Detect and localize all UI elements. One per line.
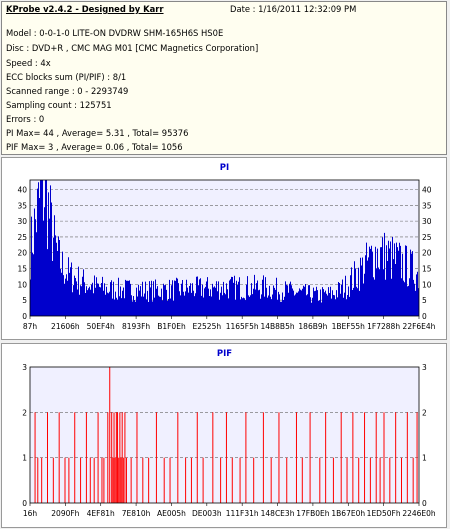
y-tick-label-right: 25 — [422, 233, 432, 242]
errors-line: Errors : 0 — [6, 114, 45, 124]
x-tick-label: 4EF81h — [87, 509, 115, 518]
y-tick-label-right: 0 — [422, 499, 427, 508]
speed-line: Speed : 4x — [6, 58, 51, 68]
x-tick-label: AE005h — [157, 509, 186, 518]
x-tick-label: 87h — [23, 322, 38, 331]
x-tick-label: 7E810h — [122, 509, 151, 518]
pif-summary-line: PIF Max= 3 , Average= 0.06 , Total= 1056 — [6, 142, 183, 152]
y-tick-label-right: 10 — [422, 280, 432, 289]
x-tick-label: B1F0Eh — [157, 322, 186, 331]
y-tick-label-right: 30 — [422, 217, 432, 226]
info-panel: KProbe v2.4.2 - Designed by Karr Date : … — [1, 1, 447, 155]
x-tick-label: 1BEF55h — [332, 322, 366, 331]
x-tick-label: 2090Fh — [51, 509, 79, 518]
x-tick-label: 2246E0h — [402, 509, 436, 518]
x-tick-label: 1ED50Fh — [367, 509, 401, 518]
ecc-line: ECC blocks sum (PI/PIF) : 8/1 — [6, 72, 127, 82]
x-tick-label: 22F6E4h — [403, 322, 436, 331]
sampling-line: Sampling count : 125751 — [6, 100, 112, 110]
x-tick-label: 148CE3h — [261, 509, 295, 518]
app-title: KProbe v2.4.2 - Designed by Karr — [6, 4, 164, 14]
x-tick-label: 1165F5h — [226, 322, 259, 331]
pi-chart: PI 0 0 5 5 10 10 15 15 20 20 25 25 30 30 35 35 40 40 87h 216… — [17, 163, 436, 331]
chart-title: PIF — [217, 349, 232, 359]
plot-frame — [29, 179, 420, 317]
x-tick-label: 16h — [23, 509, 38, 518]
pi-series — [30, 180, 419, 316]
y-tick-label: 0 — [22, 499, 27, 508]
plot-area — [30, 367, 419, 503]
pif-chart-panel: PIF 0 0 1 1 2 2 3 3 16h 2090Fh 4EF81h 7E810h AE005h DE… — [1, 343, 447, 528]
y-tick-label-right: 3 — [422, 363, 427, 372]
pif-chart: PIF 0 0 1 1 2 2 3 3 16h 2090Fh 4EF81h 7E810h AE005h DE… — [22, 349, 436, 518]
pi-summary-line: PI Max= 44 , Average= 5.31 , Total= 9537… — [6, 128, 189, 138]
y-tick-label-right: 20 — [422, 249, 432, 258]
model-line: Model : 0-0-1-0 LITE-ON DVDRW SHM-165H6S… — [6, 28, 224, 38]
y-tick-label: 40 — [17, 185, 27, 194]
y-tick-label: 25 — [17, 233, 27, 242]
y-tick-label: 3 — [22, 363, 27, 372]
plot-frame — [29, 366, 420, 504]
chart-title: PI — [220, 163, 229, 173]
y-tick-label-right: 2 — [422, 408, 427, 417]
y-tick-label: 2 — [22, 408, 27, 417]
x-tick-label: E2525h — [193, 322, 222, 331]
y-tick-label-right: 0 — [422, 312, 427, 321]
y-tick-label: 10 — [17, 280, 27, 289]
scan-date: Date : 1/16/2011 12:32:09 PM — [230, 4, 357, 14]
range-line: Scanned range : 0 - 2293749 — [6, 86, 129, 96]
x-tick-label: 8193Fh — [122, 322, 150, 331]
y-tick-label: 35 — [17, 201, 27, 210]
y-tick-label-right: 15 — [422, 265, 432, 274]
y-tick-label-right: 1 — [422, 454, 427, 463]
y-tick-label: 0 — [22, 312, 27, 321]
x-tick-label: 21606h — [51, 322, 80, 331]
x-tick-label: 1B67E0h — [331, 509, 365, 518]
x-tick-label: 17FB0Eh — [296, 509, 330, 518]
y-tick-label: 30 — [17, 217, 27, 226]
disc-line: Disc : DVD+R , CMC MAG M01 [CMC Magnetic… — [6, 43, 259, 53]
y-tick-label: 15 — [17, 265, 27, 274]
x-tick-label: 50EF4h — [87, 322, 115, 331]
y-tick-label-right: 40 — [422, 185, 432, 194]
x-tick-label: DE003h — [192, 509, 222, 518]
x-tick-label: 186B9h — [298, 322, 327, 331]
y-tick-label-right: 35 — [422, 201, 432, 210]
x-tick-label: 14B8B5h — [260, 322, 294, 331]
y-tick-label-right: 5 — [422, 296, 427, 305]
y-tick-label: 20 — [17, 249, 27, 258]
pi-chart-panel: PI 0 0 5 5 10 10 15 15 20 20 25 25 30 30 35 35 40 40 87h 216… — [1, 157, 447, 340]
x-tick-label: 1F7288h — [367, 322, 400, 331]
y-tick-label: 5 — [22, 296, 27, 305]
x-tick-label: 111F31h — [226, 509, 259, 518]
y-tick-label: 1 — [22, 454, 27, 463]
